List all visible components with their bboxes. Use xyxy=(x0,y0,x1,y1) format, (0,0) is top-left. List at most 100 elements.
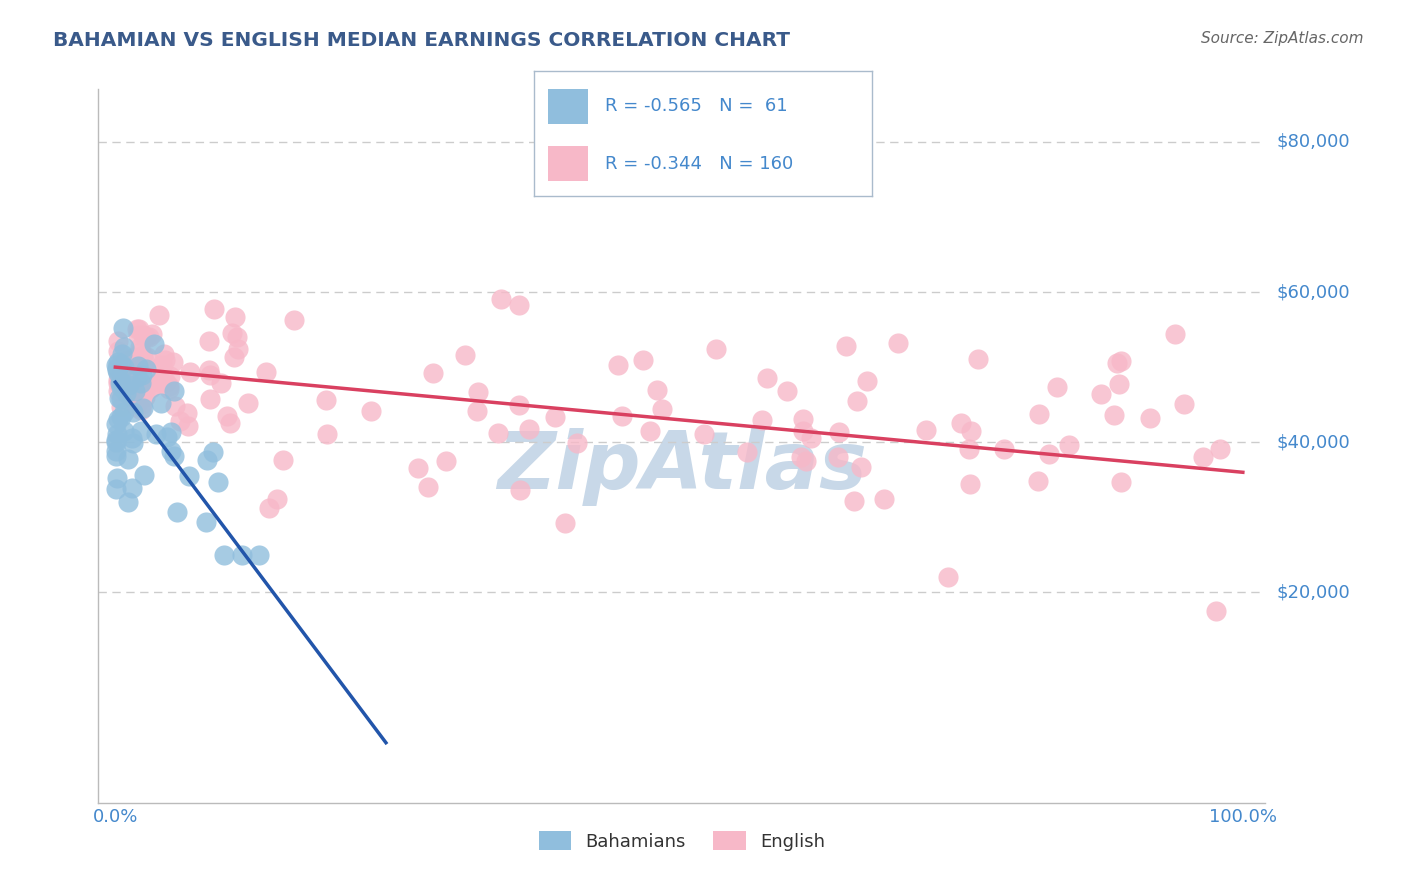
Point xyxy=(1107,356,1129,370)
Point xyxy=(160,443,183,458)
Point xyxy=(107,411,129,425)
Point xyxy=(134,355,156,369)
Point xyxy=(607,358,630,372)
Text: $60,000: $60,000 xyxy=(1277,283,1350,301)
Point xyxy=(125,351,148,365)
Point xyxy=(231,548,253,562)
Point xyxy=(142,337,165,351)
Point xyxy=(645,383,668,397)
Point xyxy=(155,375,177,389)
Point xyxy=(150,358,173,372)
Point xyxy=(202,444,225,458)
Point xyxy=(1208,442,1230,456)
Point xyxy=(105,363,128,377)
Point xyxy=(128,383,150,397)
Point xyxy=(271,452,294,467)
Point xyxy=(107,364,129,378)
Point xyxy=(143,378,166,392)
Point xyxy=(177,468,200,483)
Point xyxy=(257,500,280,515)
Point xyxy=(957,442,980,456)
Point xyxy=(110,375,132,389)
Point xyxy=(135,361,157,376)
Point xyxy=(610,409,633,424)
Point xyxy=(692,427,714,442)
Text: $40,000: $40,000 xyxy=(1277,434,1350,451)
Point xyxy=(131,368,153,382)
Point xyxy=(110,369,132,384)
Point xyxy=(149,396,172,410)
Point xyxy=(162,355,184,369)
Point xyxy=(631,352,654,367)
Point xyxy=(844,493,866,508)
Point xyxy=(134,390,156,404)
Point xyxy=(105,449,128,463)
Point xyxy=(316,427,339,442)
Point xyxy=(110,401,132,415)
Point xyxy=(544,410,567,425)
Point xyxy=(554,516,576,530)
Point xyxy=(131,397,153,411)
Point xyxy=(967,351,990,366)
Point xyxy=(112,405,135,419)
Point xyxy=(638,424,661,438)
Text: R = -0.565   N =  61: R = -0.565 N = 61 xyxy=(605,97,787,115)
Point xyxy=(107,384,129,398)
Point xyxy=(508,298,530,312)
Point xyxy=(110,380,132,394)
Point xyxy=(121,431,143,445)
Point xyxy=(156,430,179,444)
Point xyxy=(117,452,139,467)
Point xyxy=(117,495,139,509)
Point xyxy=(1046,380,1069,394)
Point xyxy=(565,435,588,450)
Point xyxy=(122,357,145,371)
Point xyxy=(1026,474,1049,488)
Point xyxy=(110,358,132,372)
Point xyxy=(128,322,150,336)
Point xyxy=(108,391,131,405)
Point xyxy=(122,436,145,450)
Bar xyxy=(548,146,588,181)
Point xyxy=(835,339,858,353)
Point xyxy=(115,386,138,401)
Point xyxy=(131,380,153,394)
Point xyxy=(128,340,150,354)
Point xyxy=(118,386,141,401)
Point xyxy=(794,454,817,468)
Point xyxy=(453,348,475,362)
Point xyxy=(222,350,245,364)
Point xyxy=(165,399,187,413)
Point xyxy=(112,340,135,354)
Point xyxy=(129,358,152,372)
Point xyxy=(1192,450,1215,465)
Point xyxy=(886,335,908,350)
Point xyxy=(129,424,152,438)
Point xyxy=(110,392,132,407)
Point xyxy=(162,449,184,463)
Point xyxy=(129,344,152,359)
Point xyxy=(198,368,221,382)
Point xyxy=(735,445,758,459)
Point xyxy=(149,373,172,387)
Point xyxy=(108,369,131,384)
Point xyxy=(105,471,128,485)
Point xyxy=(418,480,440,494)
Point xyxy=(422,366,444,380)
Point xyxy=(845,393,868,408)
Point xyxy=(226,330,249,344)
Point xyxy=(134,385,156,400)
Point xyxy=(224,310,246,324)
Point xyxy=(856,374,879,388)
Point xyxy=(486,426,509,441)
Point xyxy=(508,398,530,412)
Point xyxy=(177,419,200,434)
Point xyxy=(751,413,773,427)
Point xyxy=(112,424,135,438)
Point xyxy=(105,433,128,447)
Point xyxy=(132,468,155,483)
Point xyxy=(122,351,145,365)
Point xyxy=(792,412,814,426)
Point xyxy=(207,475,229,490)
Text: Source: ZipAtlas.com: Source: ZipAtlas.com xyxy=(1201,31,1364,46)
